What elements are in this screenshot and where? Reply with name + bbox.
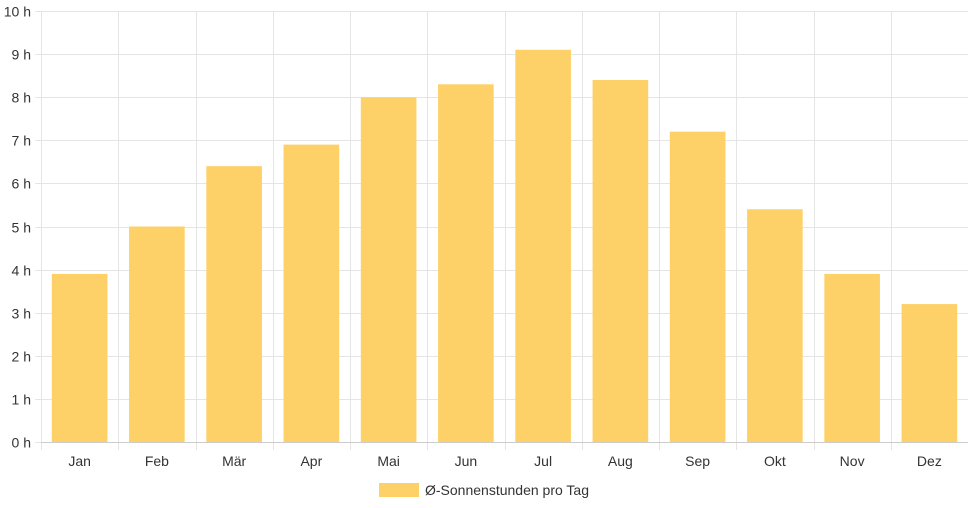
- x-tick-label: Jul: [534, 453, 552, 469]
- legend-swatch: [379, 483, 419, 497]
- x-tick-label: Mai: [377, 453, 400, 469]
- y-tick-label: 2 h: [12, 349, 31, 365]
- y-tick-label: 8 h: [12, 90, 31, 106]
- y-tick-label: 3 h: [12, 306, 31, 322]
- x-tick-label: Apr: [300, 453, 322, 469]
- grid-layer: [35, 11, 968, 450]
- bar-Dez[interactable]: [901, 304, 958, 442]
- bar-Mär[interactable]: [206, 166, 262, 442]
- x-tick-label: Feb: [145, 453, 169, 469]
- bar-Sep[interactable]: [669, 131, 726, 442]
- legend-label: Ø-Sonnenstunden pro Tag: [425, 482, 589, 498]
- bar-Jun[interactable]: [438, 84, 494, 443]
- y-tick-label: 7 h: [12, 133, 31, 149]
- y-tick-label: 0 h: [12, 435, 31, 451]
- bar-Apr[interactable]: [283, 144, 340, 443]
- x-tick-label: Jun: [455, 453, 478, 469]
- x-tick-label: Mär: [222, 453, 246, 469]
- bar-Jul[interactable]: [515, 49, 571, 442]
- x-tick-label: Aug: [608, 453, 633, 469]
- x-tick-label: Nov: [840, 453, 865, 469]
- legend[interactable]: Ø-Sonnenstunden pro Tag: [0, 478, 968, 502]
- y-tick-label: 5 h: [12, 220, 31, 236]
- bar-Nov[interactable]: [824, 273, 880, 442]
- x-tick-label: Jan: [68, 453, 91, 469]
- bar-Okt[interactable]: [747, 209, 803, 442]
- bar-Feb[interactable]: [129, 226, 185, 443]
- y-tick-label: 10 h: [4, 4, 31, 20]
- bar-Aug[interactable]: [592, 79, 649, 443]
- axis-layer: 0 h 1 h 2 h 3 h 4 h 5 h 6 h 7 h 8 h 9 h 10 h Jan Feb…: [4, 4, 968, 469]
- x-tick-label: Sep: [685, 453, 710, 469]
- x-tick-label: Okt: [764, 453, 786, 469]
- y-tick-label: 6 h: [12, 176, 31, 192]
- bar-Mai[interactable]: [360, 97, 417, 442]
- x-tick-label: Dez: [917, 453, 942, 469]
- bar-Jan[interactable]: [51, 273, 108, 442]
- bar-layer: [51, 49, 958, 443]
- y-tick-label: 4 h: [12, 263, 31, 279]
- y-tick-label: 1 h: [12, 392, 31, 408]
- y-tick-label: 9 h: [12, 47, 31, 63]
